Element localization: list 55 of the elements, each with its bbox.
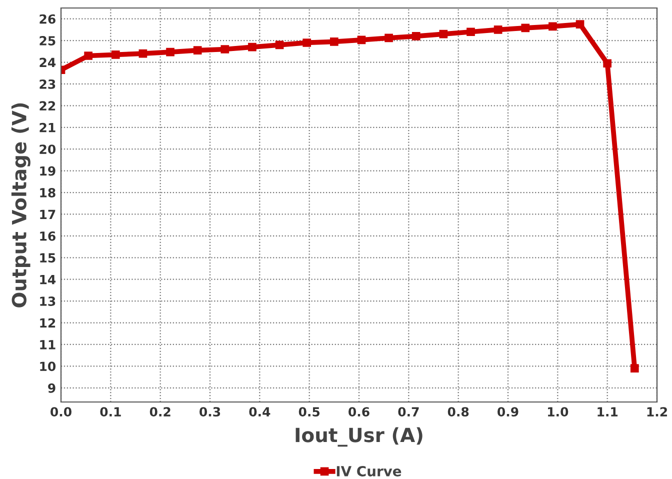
y-tick-label: 26: [40, 14, 56, 24]
y-tick-label: 25: [40, 36, 56, 46]
y-tick-label: 16: [40, 231, 56, 241]
point: [302, 38, 312, 47]
point: [330, 37, 338, 46]
x-tick-label: 0.8: [448, 407, 469, 417]
point: [630, 364, 639, 373]
x-tick-label: 1.2: [647, 407, 667, 416]
point: [548, 22, 557, 31]
x-tick-label: 1.0: [548, 407, 568, 417]
point: [412, 32, 420, 40]
point: [466, 28, 475, 36]
y-tick-label: 12: [40, 318, 56, 328]
y-tick-label: 23: [40, 79, 56, 89]
x-tick-label: 0.4: [249, 407, 270, 417]
x-tick-label: 0.1: [100, 407, 121, 417]
y-tick-label: 11: [40, 340, 56, 350]
y-tick-label: 10: [40, 362, 56, 372]
y-tick-label: 18: [40, 188, 56, 198]
y-axis-title: Output Voltage (V): [11, 103, 30, 308]
point: [111, 50, 120, 59]
point: [603, 59, 612, 68]
x-tick-label: 0.2: [150, 407, 170, 417]
legend-label: IV Curve: [336, 466, 402, 476]
x-tick-label: 0.3: [200, 407, 220, 417]
y-tick-label: 22: [40, 101, 56, 110]
y-tick-label: 21: [40, 122, 56, 132]
x-tick-label: 0.5: [298, 407, 320, 417]
point: [220, 45, 230, 54]
x-tick-label: 0.9: [498, 407, 518, 417]
point: [494, 26, 502, 34]
point: [84, 52, 92, 60]
y-tick-label: 14: [40, 274, 56, 284]
point: [138, 49, 148, 58]
point: [248, 42, 256, 52]
point: [521, 24, 530, 32]
y-tick-label: 17: [40, 210, 56, 219]
point: [166, 48, 174, 56]
y-tick-label: 9: [48, 383, 56, 393]
y-tick-label: 20: [40, 144, 56, 154]
point: [439, 30, 448, 38]
y-tick-label: 15: [40, 253, 56, 263]
y-tick-label: 24: [40, 58, 56, 68]
x-tick-label: 0.6: [348, 407, 370, 417]
point: [384, 34, 393, 42]
y-tick-label: 19: [40, 166, 56, 176]
point: [275, 40, 284, 50]
point: [193, 46, 202, 54]
x-tick-label: 0.0: [50, 407, 72, 417]
point: [576, 20, 584, 28]
x-tick-label: 1.1: [598, 407, 618, 416]
x-axis-title: Iout_Usr (A): [296, 427, 422, 447]
y-tick-label: 13: [40, 296, 56, 306]
point: [357, 36, 366, 44]
x-tick-label: 0.7: [398, 407, 419, 417]
